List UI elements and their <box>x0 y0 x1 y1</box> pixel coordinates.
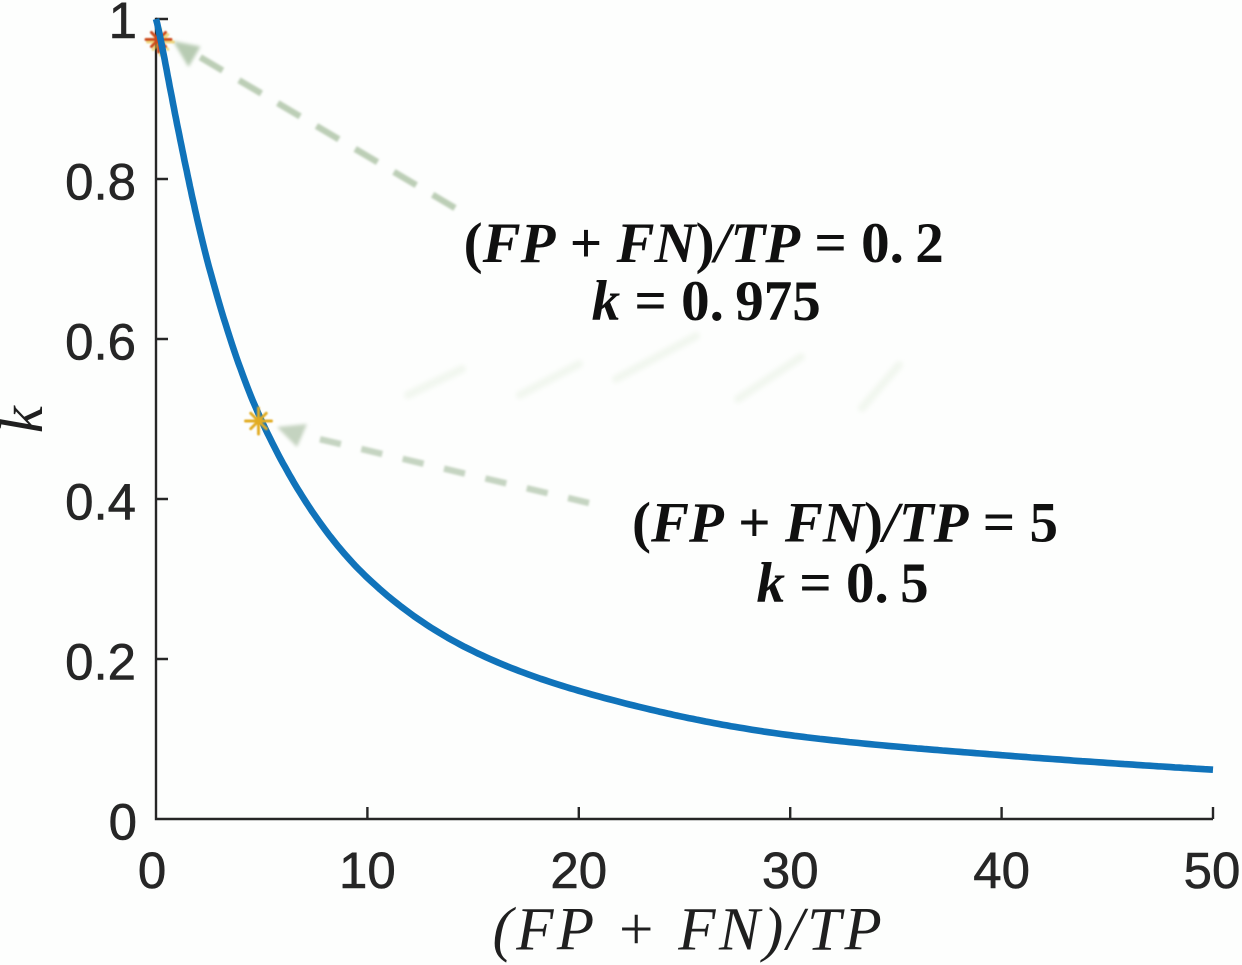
svg-text:30: 30 <box>762 842 819 899</box>
svg-text:50: 50 <box>1184 842 1241 899</box>
svg-text:20: 20 <box>550 842 607 899</box>
svg-text:1: 1 <box>109 0 137 49</box>
svg-text:(FP + FN)/TP = 0. 2: (FP + FN)/TP = 0. 2 <box>464 212 944 275</box>
svg-text:k = 0. 5: k = 0. 5 <box>757 552 929 615</box>
svg-text:k = 0. 975: k = 0. 975 <box>592 270 821 333</box>
svg-text:10: 10 <box>339 842 396 899</box>
svg-text:0: 0 <box>109 794 137 851</box>
svg-text:0.8: 0.8 <box>65 154 136 211</box>
svg-text:(FP + FN)/TP = 5: (FP + FN)/TP = 5 <box>632 492 1058 555</box>
svg-text:k: k <box>0 403 56 433</box>
svg-text:40: 40 <box>973 842 1030 899</box>
svg-text:0.6: 0.6 <box>65 314 136 371</box>
svg-text:0.4: 0.4 <box>65 474 136 531</box>
svg-text:0: 0 <box>138 842 166 899</box>
svg-text:0.2: 0.2 <box>65 634 136 691</box>
svg-text:(FP + FN)/TP: (FP + FN)/TP <box>492 897 885 964</box>
